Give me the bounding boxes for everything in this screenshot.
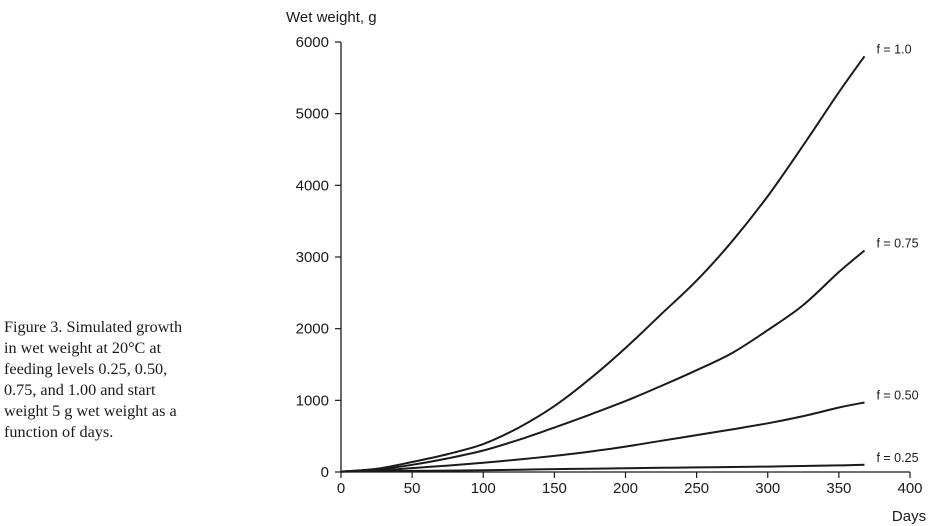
- y-tick-label: 1000: [296, 392, 329, 409]
- x-tick-label: 150: [542, 480, 567, 497]
- y-tick-label: 2000: [296, 321, 329, 338]
- y-axis-title: Wet weight, g: [286, 9, 377, 26]
- x-tick-label: 100: [471, 480, 496, 497]
- y-tick-label: 5000: [296, 106, 329, 123]
- x-tick-label: 350: [826, 480, 851, 497]
- y-tick-label: 3000: [296, 249, 329, 266]
- y-tick-label: 0: [321, 464, 329, 481]
- series-line: [340, 401, 865, 473]
- axes: 0 50 100 150 200 250 300 350 4000100020003000400…: [296, 34, 923, 497]
- x-tick-label: 50: [404, 480, 421, 497]
- x-tick-label: 200: [613, 480, 638, 497]
- x-tick-label: 0: [337, 480, 345, 497]
- series-label: f = 0.75: [876, 237, 918, 251]
- x-tick-label: 400: [897, 480, 922, 497]
- series-label: f = 0.50: [876, 388, 918, 402]
- figure-caption: Figure 3. Simulated growth in wet weight…: [4, 318, 183, 441]
- series-label: f = 0.25: [876, 451, 918, 465]
- series-line: [340, 55, 866, 473]
- y-tick-label: 4000: [296, 177, 329, 194]
- series-line: [340, 463, 865, 473]
- series-label: f = 1.0: [876, 42, 911, 56]
- series-lines: [340, 55, 866, 473]
- y-tick-label: 6000: [296, 34, 329, 51]
- x-tick-label: 250: [684, 480, 709, 497]
- series-line: [340, 249, 866, 473]
- series-labels: f = 1.0 f = 0.75 f = 0.50 f = 0.25: [876, 42, 918, 465]
- x-tick-label: 300: [755, 480, 780, 497]
- x-axis-title: Days: [892, 508, 926, 525]
